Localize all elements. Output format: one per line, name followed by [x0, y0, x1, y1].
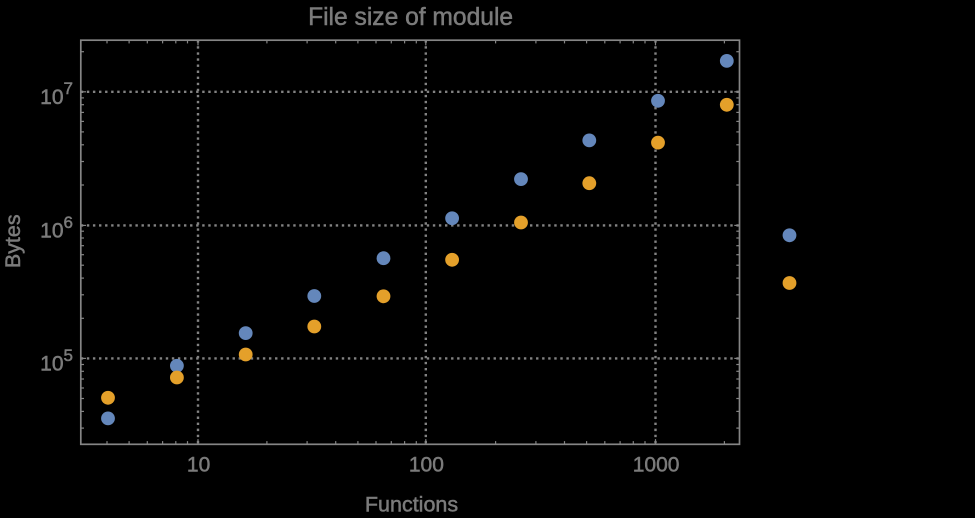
svg-text:Bytes: Bytes — [1, 214, 25, 268]
svg-text:File size of module: File size of module — [308, 4, 513, 31]
svg-text:1000: 1000 — [633, 453, 680, 476]
svg-text:100: 100 — [409, 453, 444, 476]
svg-text:10: 10 — [187, 453, 210, 476]
svg-text:Functions: Functions — [365, 493, 458, 513]
